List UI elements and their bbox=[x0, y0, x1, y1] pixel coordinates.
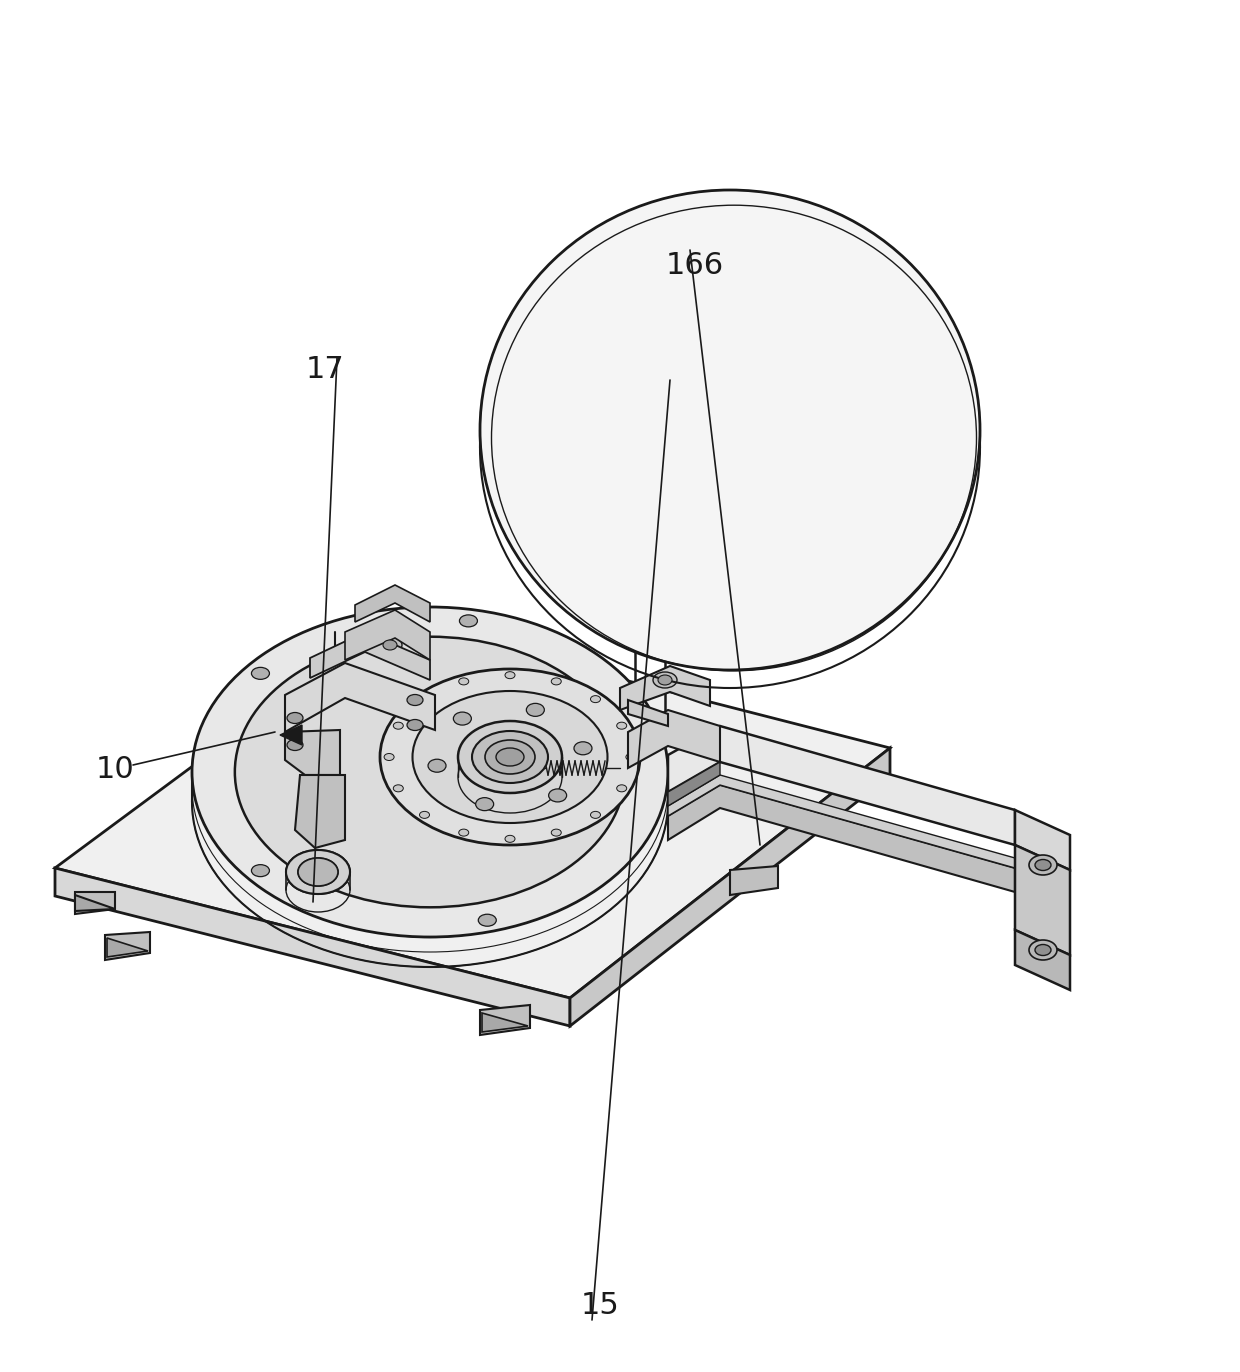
Ellipse shape bbox=[460, 615, 477, 627]
Polygon shape bbox=[285, 663, 435, 733]
Polygon shape bbox=[285, 730, 340, 775]
Ellipse shape bbox=[419, 696, 429, 702]
Polygon shape bbox=[55, 868, 570, 1026]
Ellipse shape bbox=[552, 678, 562, 685]
Polygon shape bbox=[295, 775, 345, 848]
Ellipse shape bbox=[496, 748, 525, 766]
Ellipse shape bbox=[393, 785, 403, 792]
Text: 17: 17 bbox=[305, 355, 345, 384]
Polygon shape bbox=[345, 611, 430, 660]
Ellipse shape bbox=[548, 789, 567, 801]
Ellipse shape bbox=[505, 836, 515, 842]
Polygon shape bbox=[627, 700, 668, 726]
Ellipse shape bbox=[458, 722, 562, 793]
Ellipse shape bbox=[590, 696, 600, 702]
Polygon shape bbox=[55, 620, 890, 997]
Ellipse shape bbox=[459, 678, 469, 685]
Ellipse shape bbox=[413, 691, 608, 823]
Ellipse shape bbox=[616, 785, 626, 792]
Ellipse shape bbox=[479, 914, 496, 926]
Ellipse shape bbox=[476, 797, 494, 811]
Polygon shape bbox=[635, 543, 665, 572]
Polygon shape bbox=[74, 892, 115, 914]
Ellipse shape bbox=[379, 670, 640, 845]
Ellipse shape bbox=[505, 672, 515, 679]
Ellipse shape bbox=[234, 637, 625, 907]
Ellipse shape bbox=[472, 731, 548, 783]
Ellipse shape bbox=[626, 753, 636, 760]
Polygon shape bbox=[107, 938, 148, 958]
Ellipse shape bbox=[286, 851, 350, 895]
Polygon shape bbox=[1016, 845, 1070, 955]
Polygon shape bbox=[627, 709, 720, 768]
Ellipse shape bbox=[459, 829, 469, 836]
Text: 10: 10 bbox=[95, 756, 134, 785]
Ellipse shape bbox=[393, 722, 403, 729]
Ellipse shape bbox=[298, 858, 339, 886]
Polygon shape bbox=[480, 1006, 529, 1034]
Ellipse shape bbox=[574, 742, 591, 755]
Polygon shape bbox=[570, 748, 890, 1026]
Polygon shape bbox=[620, 665, 711, 709]
Text: 166: 166 bbox=[666, 251, 724, 280]
Polygon shape bbox=[74, 895, 115, 911]
Ellipse shape bbox=[616, 722, 626, 729]
Ellipse shape bbox=[407, 719, 423, 730]
Polygon shape bbox=[482, 1013, 528, 1032]
Ellipse shape bbox=[252, 667, 269, 679]
Ellipse shape bbox=[286, 740, 303, 750]
Ellipse shape bbox=[286, 712, 303, 723]
Ellipse shape bbox=[428, 759, 446, 772]
Ellipse shape bbox=[419, 811, 429, 818]
Polygon shape bbox=[668, 761, 720, 805]
Ellipse shape bbox=[192, 606, 668, 937]
Polygon shape bbox=[668, 775, 1016, 868]
Ellipse shape bbox=[407, 694, 423, 705]
Ellipse shape bbox=[298, 858, 339, 886]
Ellipse shape bbox=[454, 712, 471, 724]
Polygon shape bbox=[105, 932, 150, 960]
Ellipse shape bbox=[552, 829, 562, 836]
Polygon shape bbox=[668, 726, 1016, 845]
Polygon shape bbox=[280, 724, 303, 745]
Ellipse shape bbox=[653, 672, 677, 687]
Ellipse shape bbox=[252, 864, 269, 877]
Ellipse shape bbox=[383, 639, 397, 650]
Ellipse shape bbox=[480, 189, 980, 670]
Ellipse shape bbox=[378, 637, 402, 653]
Polygon shape bbox=[730, 866, 777, 895]
Ellipse shape bbox=[1035, 859, 1052, 870]
Ellipse shape bbox=[526, 704, 544, 716]
Polygon shape bbox=[1016, 930, 1070, 991]
Ellipse shape bbox=[384, 753, 394, 760]
Polygon shape bbox=[310, 632, 430, 681]
Ellipse shape bbox=[590, 811, 600, 818]
Text: 15: 15 bbox=[580, 1291, 619, 1320]
Polygon shape bbox=[1016, 809, 1070, 870]
Polygon shape bbox=[668, 785, 1016, 892]
Ellipse shape bbox=[658, 675, 672, 685]
Ellipse shape bbox=[1035, 944, 1052, 955]
Ellipse shape bbox=[1029, 855, 1056, 875]
Ellipse shape bbox=[1029, 940, 1056, 960]
Ellipse shape bbox=[485, 740, 534, 774]
Ellipse shape bbox=[286, 851, 350, 895]
Polygon shape bbox=[355, 584, 430, 622]
